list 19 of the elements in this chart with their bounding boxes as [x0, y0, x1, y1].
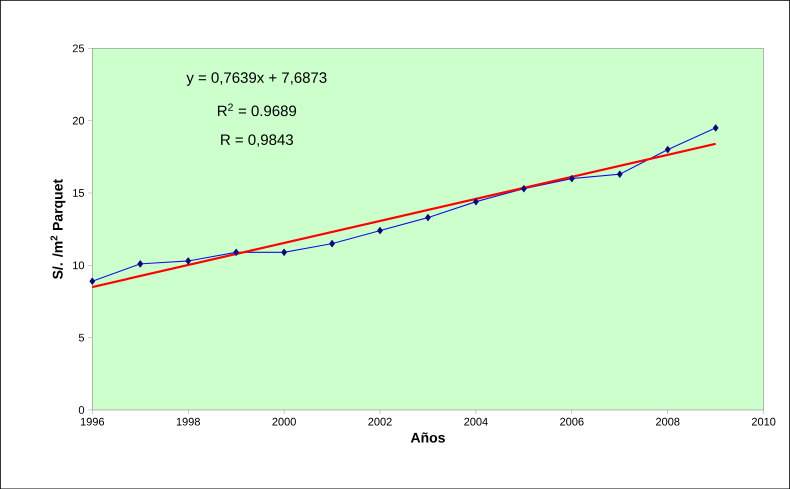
x-tick-label: 1996 — [80, 418, 104, 426]
y-tick-label: 5 — [78, 334, 84, 342]
y-tick-label: 0 — [78, 406, 84, 414]
x-tick-label: 2006 — [560, 418, 584, 426]
annotation: R = 0,9843 — [221, 134, 293, 147]
y-tick-label: 15 — [73, 189, 84, 197]
y-axis-title: S/. /m$^{2}$ Parquet — [50, 178, 66, 279]
x-tick-label: 1998 — [176, 418, 200, 426]
y-tick-label: 20 — [72, 116, 84, 124]
x-tick-label: 2002 — [368, 418, 392, 426]
annotation: R$^{2}$ = 0.9689 — [218, 103, 296, 116]
annotation: y = 0,7639x + 7,6873 — [186, 72, 327, 86]
x-axis-title: Años — [410, 432, 445, 442]
x-tick-label: 2008 — [656, 418, 680, 426]
y-tick-label: 10 — [73, 261, 84, 270]
y-tick-label: 25 — [72, 44, 84, 52]
x-tick-label: 2010 — [752, 418, 776, 426]
x-tick-label: 2004 — [464, 418, 488, 426]
x-tick-label: 2000 — [272, 418, 296, 426]
